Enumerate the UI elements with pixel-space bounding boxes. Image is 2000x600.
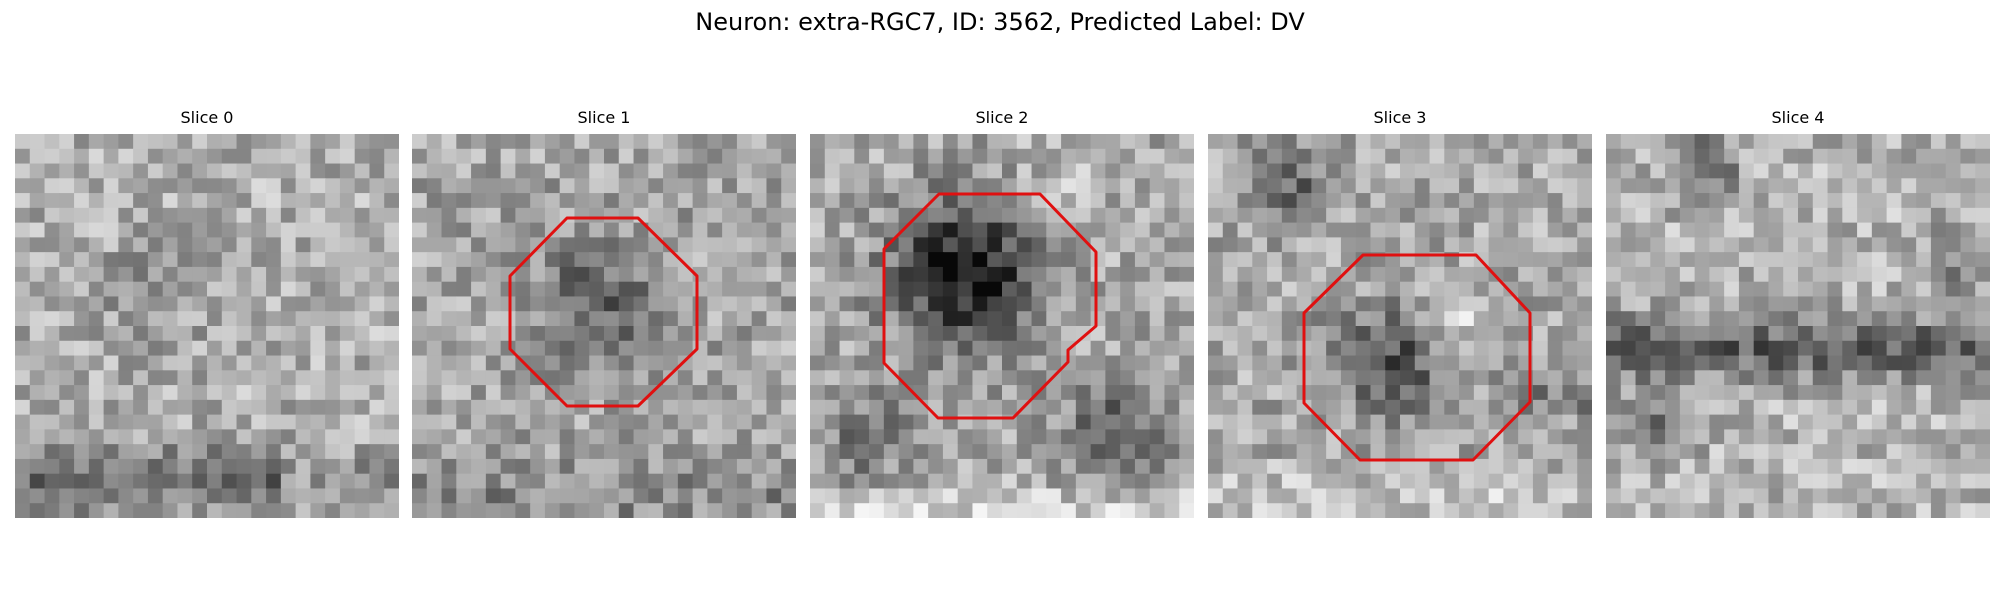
slice-image xyxy=(1208,134,1592,518)
roi-contour xyxy=(882,192,1098,420)
slice-title: Slice 4 xyxy=(1771,108,1825,127)
pixel-grid xyxy=(1606,134,1990,518)
roi-contour xyxy=(508,216,699,408)
slice-image xyxy=(1606,134,1990,518)
slice-image xyxy=(810,134,1194,518)
slice-image xyxy=(412,134,796,518)
slice-image xyxy=(15,134,399,518)
pixel-grid xyxy=(15,134,399,518)
figure-title: Neuron: extra-RGC7, ID: 3562, Predicted … xyxy=(695,8,1305,36)
slice-title: Slice 0 xyxy=(180,108,234,127)
roi-contour xyxy=(1302,253,1532,462)
slice-title: Slice 2 xyxy=(975,108,1029,127)
slice-title: Slice 3 xyxy=(1373,108,1427,127)
slice-title: Slice 1 xyxy=(577,108,631,127)
pixel-grid xyxy=(810,134,1194,518)
pixel-grid xyxy=(412,134,796,518)
